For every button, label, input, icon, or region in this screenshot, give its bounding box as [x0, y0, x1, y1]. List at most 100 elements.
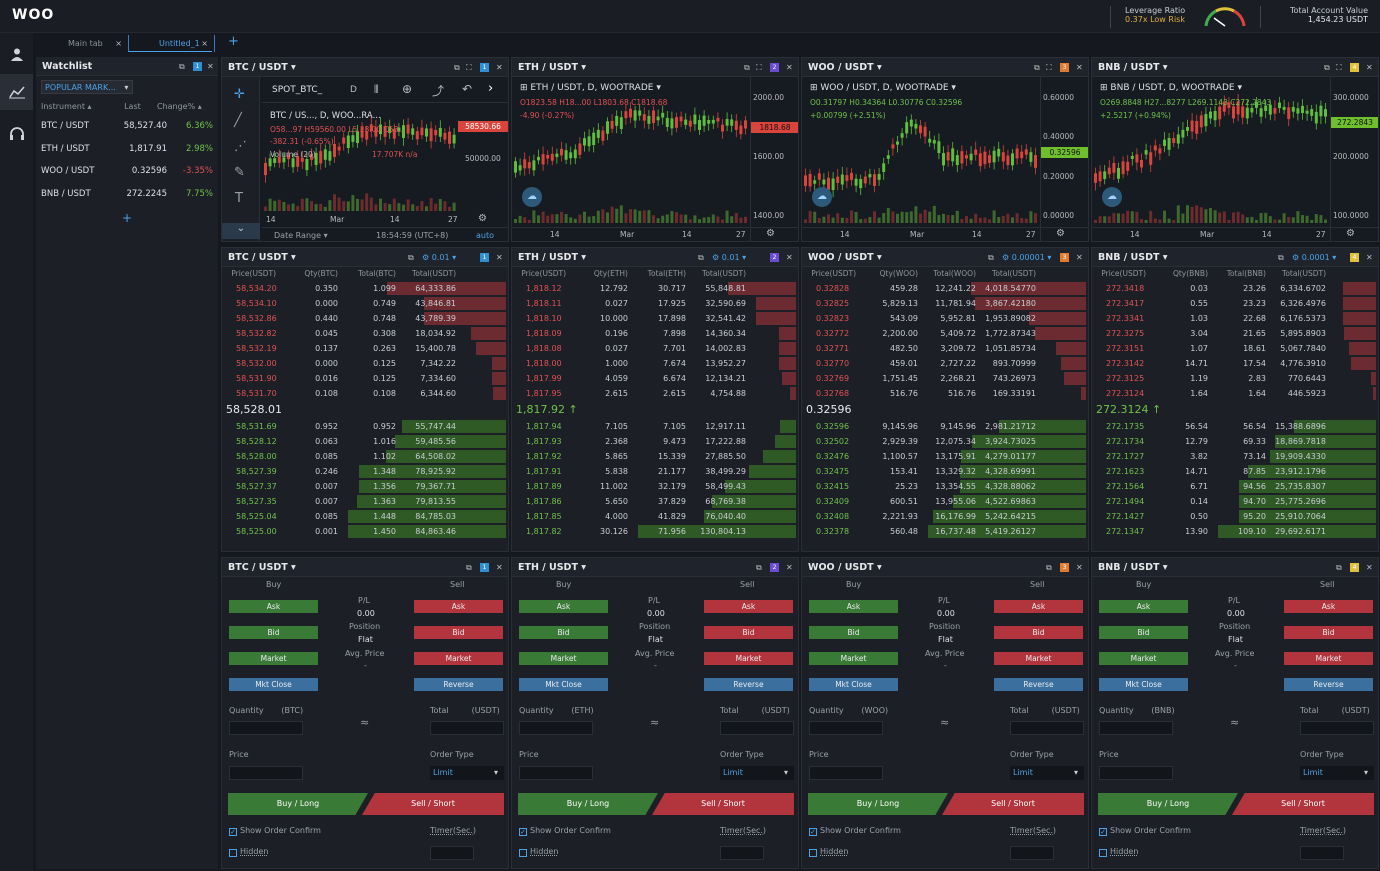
- ask-row[interactable]: 272.3417 0.55 23.23 6,326.4976: [1092, 296, 1378, 311]
- ask-row[interactable]: 272.3151 1.07 18.61 5,067.7840: [1092, 341, 1378, 356]
- ask-row[interactable]: 0.32768 516.76 516.76 169.33191: [802, 386, 1088, 401]
- expand-icon[interactable]: ⛶: [466, 63, 472, 72]
- sell-bid-button[interactable]: Bid: [1284, 626, 1373, 639]
- expand-icon[interactable]: ⛶: [1336, 63, 1342, 72]
- ask-row[interactable]: 1,817.99 4.059 6.674 12,134.21: [512, 371, 798, 386]
- link-badge[interactable]: 2: [770, 253, 779, 262]
- watchlist-row[interactable]: ETH / USDT 1,817.91 2.98%: [36, 138, 218, 161]
- tab-main[interactable]: Main tab ×: [38, 35, 126, 52]
- undo-icon[interactable]: ↶: [462, 82, 473, 96]
- copy-icon[interactable]: ⧉: [988, 253, 994, 262]
- ask-row[interactable]: 1,818.11 0.027 17.925 32,590.69: [512, 296, 798, 311]
- sell-ask-button[interactable]: Ask: [994, 600, 1083, 613]
- ask-row[interactable]: 0.32772 2,200.00 5,409.72 1,772.87343: [802, 326, 1088, 341]
- bid-row[interactable]: 1,817.94 7.105 7.105 12,917.11: [512, 419, 798, 434]
- buy-ask-button[interactable]: Ask: [1099, 600, 1188, 613]
- price-input[interactable]: [1099, 766, 1173, 780]
- ask-row[interactable]: 272.3125 1.19 2.83 770.6443: [1092, 371, 1378, 386]
- settings-gear-icon[interactable]: ⚙: [766, 228, 775, 239]
- sell-bid-button[interactable]: Bid: [704, 626, 793, 639]
- settings-gear-icon[interactable]: ⚙: [478, 213, 487, 224]
- sell-ask-button[interactable]: Ask: [1284, 600, 1373, 613]
- buy-market-button[interactable]: Market: [809, 652, 898, 665]
- link-badge[interactable]: 4: [1350, 563, 1359, 572]
- pair-selector[interactable]: BNB / USDT ▾: [1098, 562, 1168, 573]
- buy-ask-button[interactable]: Ask: [809, 600, 898, 613]
- bid-row[interactable]: 1,817.82 30.126 71.956 130,804.13: [512, 524, 798, 539]
- close-icon[interactable]: ✕: [496, 63, 503, 72]
- ask-row[interactable]: 1,818.09 0.196 7.898 14,360.34: [512, 326, 798, 341]
- indicators-icon[interactable]: ⤴: [432, 84, 445, 98]
- reverse-button[interactable]: Reverse: [1284, 678, 1373, 691]
- precision-select[interactable]: ⚙ 0.01 ▾: [712, 253, 747, 262]
- link-badge[interactable]: 3: [1060, 563, 1069, 572]
- show-confirm-checkbox[interactable]: ✓: [809, 828, 817, 836]
- pair-selector[interactable]: BTC / USDT ▾: [228, 252, 296, 263]
- order-type-select[interactable]: Limit ▾: [430, 766, 504, 780]
- bid-row[interactable]: 1,817.86 5.650 37.829 68,769.38: [512, 494, 798, 509]
- bid-row[interactable]: 272.1347 13.90 109.10 29,692.6171: [1092, 524, 1378, 539]
- timer-input[interactable]: [1300, 846, 1344, 860]
- copy-icon[interactable]: ⧉: [454, 63, 460, 72]
- bid-row[interactable]: 0.32409 600.51 13,955.06 4,522.69863: [802, 494, 1088, 509]
- sell-ask-button[interactable]: Ask: [414, 600, 503, 613]
- ask-row[interactable]: 58,531.70 0.108 0.108 6,344.60: [222, 386, 508, 401]
- quantity-input[interactable]: [519, 721, 593, 735]
- close-icon[interactable]: ✕: [786, 63, 793, 72]
- show-confirm-checkbox[interactable]: ✓: [229, 828, 237, 836]
- reverse-button[interactable]: Reverse: [994, 678, 1083, 691]
- pair-selector[interactable]: ETH / USDT ▾: [518, 252, 587, 263]
- show-confirm-checkbox[interactable]: ✓: [1099, 828, 1107, 836]
- price-input[interactable]: [809, 766, 883, 780]
- order-type-select[interactable]: Limit ▾: [1010, 766, 1084, 780]
- woo-logo[interactable]: WOO: [12, 7, 55, 23]
- bid-row[interactable]: 58,527.39 0.246 1.348 78,925.92: [222, 464, 508, 479]
- bid-row[interactable]: 58,527.35 0.007 1.363 79,813.55: [222, 494, 508, 509]
- ask-row[interactable]: 272.3275 3.04 21.65 5,895.8903: [1092, 326, 1378, 341]
- pair-selector[interactable]: ETH / USDT ▾: [518, 562, 587, 573]
- close-icon[interactable]: ✕: [1366, 563, 1373, 572]
- copy-icon[interactable]: ⧉: [1046, 563, 1052, 572]
- sell-market-button[interactable]: Market: [414, 652, 503, 665]
- close-icon[interactable]: ✕: [1076, 253, 1083, 262]
- chart-icon[interactable]: [0, 74, 33, 110]
- buy-bid-button[interactable]: Bid: [519, 626, 608, 639]
- add-instrument-button[interactable]: +: [121, 211, 133, 225]
- close-icon[interactable]: ✕: [786, 253, 793, 262]
- copy-icon[interactable]: ⧉: [744, 63, 750, 72]
- copy-icon[interactable]: ⧉: [698, 253, 704, 262]
- price-input[interactable]: [229, 766, 303, 780]
- buy-ask-button[interactable]: Ask: [229, 600, 318, 613]
- chevron-right-icon[interactable]: ›: [488, 81, 494, 96]
- copy-icon[interactable]: ⧉: [408, 253, 414, 262]
- close-icon[interactable]: ✕: [1366, 253, 1373, 262]
- bid-row[interactable]: 58,525.00 0.001 1.450 84,863.46: [222, 524, 508, 539]
- order-type-select[interactable]: Limit ▾: [1300, 766, 1374, 780]
- settings-gear-icon[interactable]: ⚙: [1056, 228, 1065, 239]
- reverse-button[interactable]: Reverse: [414, 678, 503, 691]
- ask-row[interactable]: 1,818.08 0.027 7.701 14,002.83: [512, 341, 798, 356]
- date-range-button[interactable]: Date Range ▾: [274, 231, 328, 240]
- interval-button[interactable]: D: [350, 85, 357, 95]
- user-icon[interactable]: [0, 36, 33, 72]
- sell-market-button[interactable]: Market: [704, 652, 793, 665]
- price-axis[interactable]: [1330, 77, 1378, 241]
- buy-long-button[interactable]: Buy / Long: [808, 793, 948, 815]
- buy-ask-button[interactable]: Ask: [519, 600, 608, 613]
- watchlist-row[interactable]: BNB / USDT 272.2245 7.75%: [36, 183, 218, 206]
- buy-market-button[interactable]: Market: [1099, 652, 1188, 665]
- bid-row[interactable]: 1,817.92 5.865 15.339 27,885.50: [512, 449, 798, 464]
- pair-selector[interactable]: WOO / USDT ▾: [808, 252, 882, 263]
- ask-row[interactable]: 1,818.10 10.000 17.898 32,541.42: [512, 311, 798, 326]
- ask-row[interactable]: 58,532.00 0.000 0.125 7,342.22: [222, 356, 508, 371]
- link-badge[interactable]: 1: [193, 62, 202, 71]
- bid-row[interactable]: 272.1427 0.50 95.20 25,910.7064: [1092, 509, 1378, 524]
- add-tab-button[interactable]: +: [228, 34, 239, 49]
- total-input[interactable]: [720, 721, 794, 735]
- copy-icon[interactable]: ⧉: [1034, 63, 1040, 72]
- timer-input[interactable]: [430, 846, 474, 860]
- link-badge[interactable]: 4: [1350, 253, 1359, 262]
- chart-area[interactable]: ✛ ╱ ⋰ ✎ T ⌄ SPOT_BTC_ D ⫴ ⊕ ⤴ ↶ › BTC / …: [222, 77, 508, 241]
- ask-row[interactable]: 58,534.20 0.350 1.099 64,333.86: [222, 281, 508, 296]
- sell-short-button[interactable]: Sell / Short: [362, 793, 504, 815]
